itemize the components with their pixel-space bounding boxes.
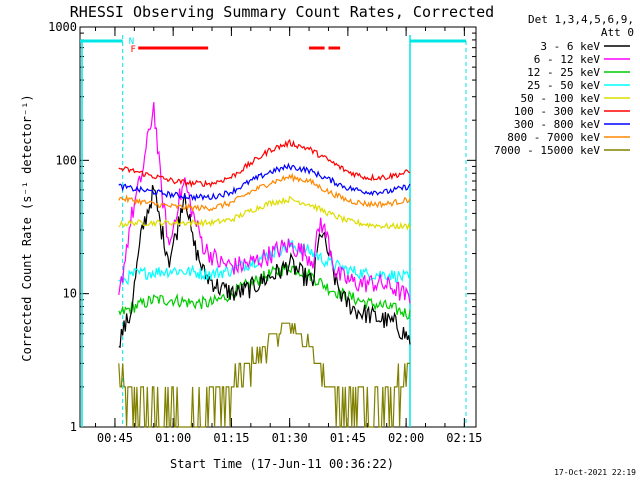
series-line: [118, 172, 411, 213]
legend-label: 50 - 100 keV: [521, 92, 601, 105]
night-label: N: [129, 37, 134, 47]
plot-area: 1 10 100 1000 00:45 01:00 01:15 01:30 01:45 02:00…: [48, 20, 482, 445]
legend-label: 800 - 7000 keV: [507, 131, 600, 144]
y-tick-label: 10: [63, 287, 77, 301]
series-line: [118, 261, 411, 320]
plot-frame: [79, 26, 477, 428]
x-tick-label: 01:15: [213, 431, 249, 445]
series-6: [118, 162, 411, 202]
x-tick-label: 02:15: [446, 431, 482, 445]
legend-label: 300 - 800 keV: [514, 118, 600, 131]
legend-label: 100 - 300 keV: [514, 105, 600, 118]
series-7: [118, 172, 411, 213]
series-4: [118, 195, 411, 231]
flag-label: F: [130, 45, 135, 55]
x-tick-label: 01:45: [330, 431, 366, 445]
legend-label: 25 - 50 keV: [527, 79, 600, 92]
series-2: [118, 261, 411, 320]
legend-header-1: Det 1,3,4,5,6,9,: [528, 13, 634, 26]
x-tick-label: 00:45: [97, 431, 133, 445]
y-tick-label: 100: [55, 153, 77, 167]
series-line: [118, 322, 410, 428]
series-1: [118, 102, 411, 304]
x-tick-label: 02:00: [388, 431, 424, 445]
legend-label: 3 - 6 keV: [540, 40, 600, 53]
chart-title: RHESSI Observing Summary Count Rates, Co…: [70, 3, 494, 21]
x-tick-label: 01:30: [272, 431, 308, 445]
legend-header-2: Att 0: [601, 26, 634, 39]
series-line: [118, 184, 411, 348]
series-line: [118, 138, 411, 188]
legend-label: 7000 - 15000 keV: [494, 144, 600, 157]
series-8: [118, 322, 410, 428]
timestamp: 17-Oct-2021 22:19: [554, 468, 636, 477]
series-line: [118, 162, 411, 202]
y-tick-label: 1000: [48, 20, 77, 34]
series-line: [118, 195, 411, 231]
y-tick-label: 1: [70, 420, 77, 434]
series-5: [118, 138, 411, 188]
legend-label: 6 - 12 keV: [534, 53, 601, 66]
x-axis-label: Start Time (17-Jun-11 00:36:22): [170, 457, 394, 471]
legend-label: 12 - 25 keV: [527, 66, 600, 79]
series-0: [118, 184, 411, 348]
series-line: [118, 102, 411, 304]
y-axis-label: Corrected Count Rate (s⁻¹ detector⁻¹): [20, 94, 34, 361]
x-tick-label: 01:00: [155, 431, 191, 445]
